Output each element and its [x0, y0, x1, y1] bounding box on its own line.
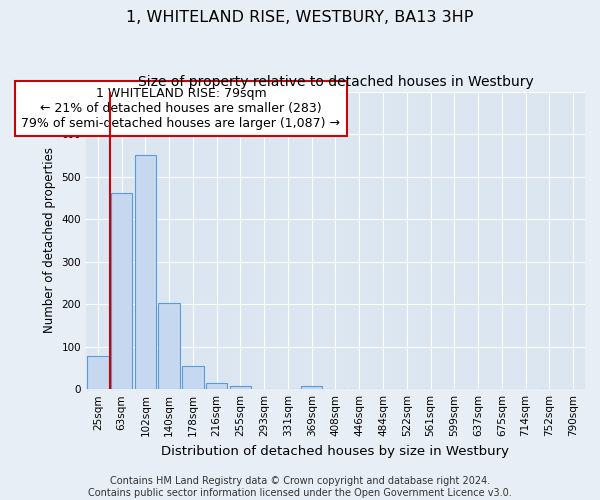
Y-axis label: Number of detached properties: Number of detached properties: [43, 148, 56, 334]
Bar: [230, 386, 251, 389]
Bar: [158, 303, 180, 389]
Bar: [134, 156, 156, 389]
Bar: [182, 366, 203, 389]
Text: Contains HM Land Registry data © Crown copyright and database right 2024.
Contai: Contains HM Land Registry data © Crown c…: [88, 476, 512, 498]
Title: Size of property relative to detached houses in Westbury: Size of property relative to detached ho…: [137, 75, 533, 89]
X-axis label: Distribution of detached houses by size in Westbury: Distribution of detached houses by size …: [161, 444, 509, 458]
Bar: [301, 386, 322, 389]
Bar: [87, 356, 109, 389]
Text: 1, WHITELAND RISE, WESTBURY, BA13 3HP: 1, WHITELAND RISE, WESTBURY, BA13 3HP: [127, 10, 473, 25]
Text: 1 WHITELAND RISE: 79sqm
← 21% of detached houses are smaller (283)
79% of semi-d: 1 WHITELAND RISE: 79sqm ← 21% of detache…: [22, 87, 340, 130]
Bar: [111, 192, 132, 389]
Bar: [206, 383, 227, 389]
